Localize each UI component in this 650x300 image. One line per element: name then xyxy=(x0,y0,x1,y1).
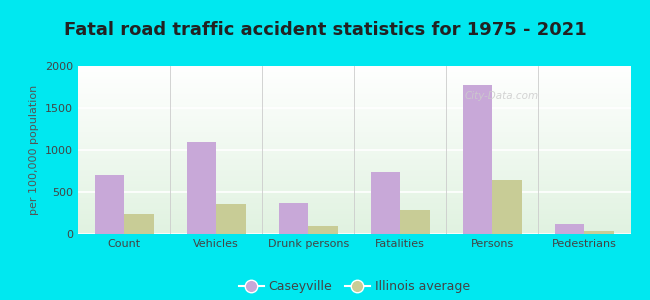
Bar xyxy=(187,142,216,234)
Bar xyxy=(95,175,124,234)
Legend: Caseyville, Illinois average: Caseyville, Illinois average xyxy=(233,275,475,298)
Bar xyxy=(279,203,308,234)
Bar xyxy=(370,172,400,234)
Text: City-Data.com: City-Data.com xyxy=(465,91,539,101)
Bar xyxy=(584,232,614,234)
Bar xyxy=(555,224,584,234)
Bar xyxy=(400,211,430,234)
Bar xyxy=(124,214,153,234)
Bar xyxy=(308,226,338,234)
Bar xyxy=(216,204,246,234)
Bar xyxy=(493,180,522,234)
Y-axis label: per 100,000 population: per 100,000 population xyxy=(29,85,40,215)
Text: Fatal road traffic accident statistics for 1975 - 2021: Fatal road traffic accident statistics f… xyxy=(64,21,586,39)
Bar xyxy=(463,85,493,234)
